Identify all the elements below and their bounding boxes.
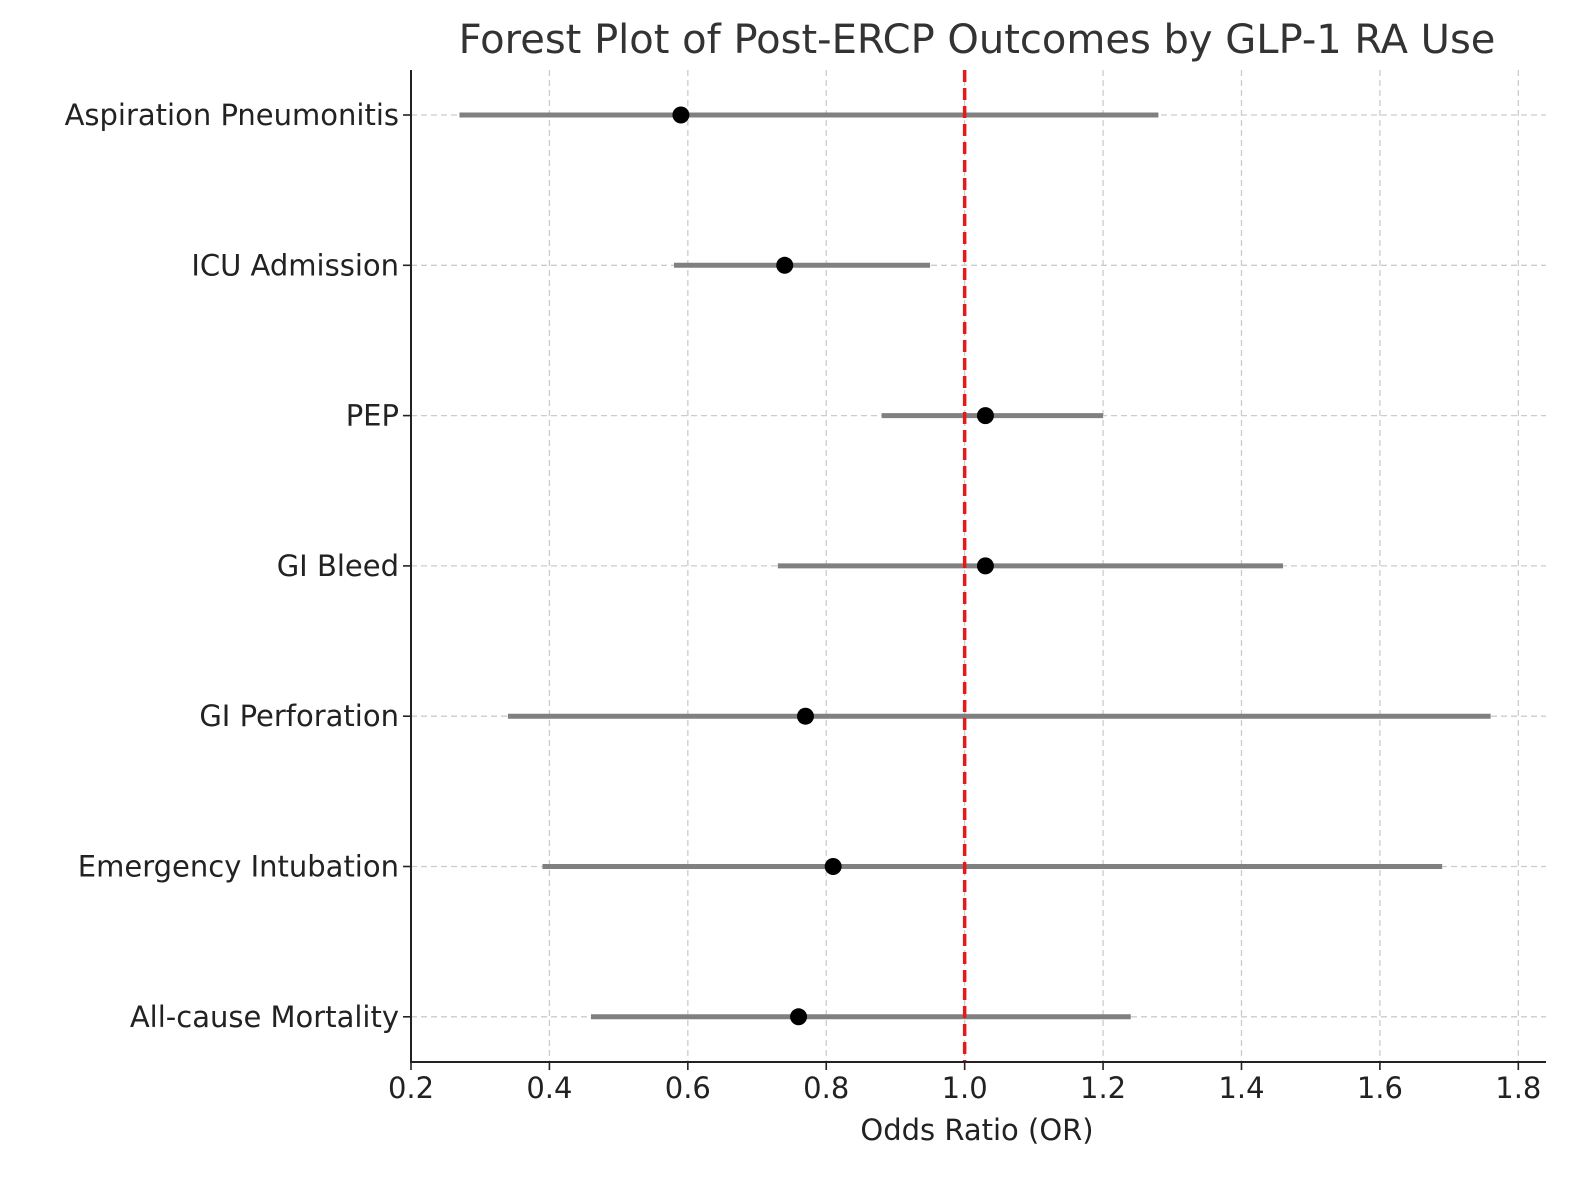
odds-ratio-point	[790, 1008, 808, 1026]
x-tick-label: 1.6	[1357, 1071, 1403, 1105]
axis-layer: 0.2 0.4 0.6 0.8 1.0 1.2 1.4 1.6 1.8 Aspiration Pn…	[65, 70, 1546, 1105]
y-tick-label: Emergency Intubation	[78, 850, 399, 884]
x-tick-label: 0.4	[526, 1071, 572, 1105]
y-tick-label: Aspiration Pneumonitis	[65, 98, 399, 132]
odds-ratio-point	[796, 707, 814, 725]
x-tick-label: 0.2	[388, 1071, 434, 1105]
odds-ratio-point-layer	[672, 106, 994, 1026]
y-tick-label: PEP	[346, 399, 399, 433]
x-tick-label: 1.2	[1080, 1071, 1126, 1105]
x-tick-label: 1.8	[1495, 1071, 1541, 1105]
y-tick-label: GI Perforation	[199, 699, 399, 733]
odds-ratio-point	[976, 407, 994, 425]
y-tick-label: GI Bleed	[277, 549, 399, 583]
odds-ratio-point	[672, 106, 690, 124]
x-tick-label: 1.4	[1218, 1071, 1264, 1105]
confidence-interval-layer	[459, 112, 1491, 1020]
odds-ratio-point	[824, 858, 842, 875]
odds-ratio-point	[976, 557, 994, 575]
odds-ratio-point	[776, 256, 794, 274]
x-tick-label: 0.8	[803, 1071, 849, 1105]
x-axis-label: Odds Ratio (OR)	[860, 1113, 1093, 1147]
chart-title: Forest Plot of Post-ERCP Outcomes by GLP…	[459, 17, 1496, 63]
x-tick-label: 0.6	[665, 1071, 711, 1105]
x-tick-label: 1.0	[942, 1071, 988, 1105]
y-tick-label: ICU Admission	[191, 248, 399, 282]
y-tick-label: All-cause Mortality	[130, 1000, 399, 1034]
